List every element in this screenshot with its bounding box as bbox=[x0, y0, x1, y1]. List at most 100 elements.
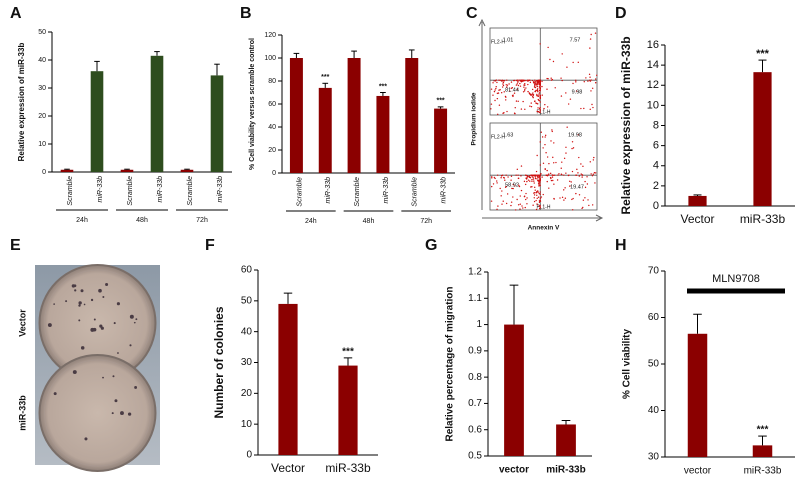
event-dot bbox=[537, 191, 539, 193]
event-dot bbox=[519, 203, 521, 205]
event-dot bbox=[510, 175, 513, 177]
event-dot bbox=[523, 180, 526, 183]
y-tick-label: 50 bbox=[38, 29, 46, 36]
y-tick-label: 1.1 bbox=[468, 293, 482, 304]
event-dot bbox=[522, 207, 524, 209]
event-dot bbox=[517, 100, 519, 102]
event-dot bbox=[515, 84, 518, 86]
event-dot bbox=[502, 200, 504, 202]
event-dot bbox=[536, 93, 538, 96]
event-dot bbox=[552, 60, 555, 63]
event-dot bbox=[534, 82, 537, 84]
event-dot bbox=[588, 73, 591, 76]
event-dot bbox=[502, 84, 505, 87]
event-dot bbox=[531, 178, 533, 181]
y-tick-label: 120 bbox=[264, 32, 276, 39]
y-tick-label: 2 bbox=[653, 180, 659, 192]
event-dot bbox=[539, 197, 542, 199]
event-dot bbox=[504, 179, 506, 181]
event-dot bbox=[498, 104, 501, 106]
event-dot bbox=[537, 177, 539, 179]
event-dot bbox=[534, 85, 536, 87]
event-dot bbox=[545, 152, 547, 154]
event-dot bbox=[575, 79, 577, 82]
event-dot bbox=[560, 167, 562, 169]
event-dot bbox=[593, 172, 596, 174]
event-dot bbox=[551, 176, 554, 178]
channel-y: FL2-H bbox=[491, 39, 505, 45]
event-dot bbox=[561, 79, 563, 82]
event-dot bbox=[519, 195, 521, 197]
event-dot bbox=[491, 177, 493, 179]
significance: *** bbox=[756, 48, 770, 60]
event-dot bbox=[539, 79, 541, 81]
event-dot bbox=[548, 162, 550, 165]
event-dot bbox=[496, 97, 499, 100]
event-dot bbox=[519, 85, 522, 87]
event-dot bbox=[539, 110, 541, 112]
event-dot bbox=[496, 92, 499, 95]
event-dot bbox=[546, 174, 548, 176]
event-dot bbox=[518, 184, 520, 186]
colony bbox=[71, 284, 76, 288]
y-tick-label: 10 bbox=[647, 99, 659, 111]
bar bbox=[556, 424, 576, 456]
event-dot bbox=[528, 79, 531, 82]
event-dot bbox=[537, 196, 540, 198]
event-dot bbox=[537, 107, 539, 109]
x-tick-label: miR-33b bbox=[383, 177, 390, 204]
event-dot bbox=[537, 95, 539, 98]
x-tick-label: miR-33b bbox=[97, 176, 104, 203]
event-dot bbox=[551, 174, 553, 176]
event-dot bbox=[511, 87, 514, 89]
event-dot bbox=[582, 165, 584, 168]
event-dot bbox=[531, 175, 533, 177]
event-dot bbox=[553, 162, 555, 164]
event-dot bbox=[590, 173, 592, 175]
event-dot bbox=[521, 205, 523, 207]
event-dot bbox=[575, 174, 578, 176]
event-dot bbox=[589, 38, 592, 40]
colony bbox=[78, 319, 81, 322]
event-dot bbox=[542, 147, 544, 149]
event-dot bbox=[533, 174, 536, 176]
event-dot bbox=[502, 176, 505, 179]
x-tick-label: Scramble bbox=[412, 177, 419, 207]
event-dot bbox=[514, 209, 517, 211]
event-dot bbox=[529, 93, 531, 96]
event-dot bbox=[536, 88, 539, 90]
event-dot bbox=[511, 187, 513, 190]
panel-letter: E bbox=[10, 237, 21, 254]
event-dot bbox=[519, 79, 521, 81]
event-dot bbox=[565, 152, 567, 154]
event-dot bbox=[491, 176, 493, 178]
event-dot bbox=[581, 207, 583, 210]
event-dot bbox=[538, 185, 540, 187]
event-dot bbox=[536, 94, 538, 97]
event-dot bbox=[538, 183, 541, 185]
bar bbox=[434, 108, 448, 173]
event-dot bbox=[536, 194, 538, 197]
event-dot bbox=[512, 187, 514, 190]
quadrant-label: 19.98 bbox=[568, 132, 582, 138]
event-dot bbox=[512, 196, 514, 198]
error-bar bbox=[343, 357, 353, 366]
event-dot bbox=[553, 183, 555, 185]
event-dot bbox=[520, 80, 522, 82]
event-dot bbox=[529, 105, 531, 107]
group-label: 72h bbox=[196, 217, 208, 224]
event-dot bbox=[534, 81, 536, 83]
event-dot bbox=[499, 89, 501, 91]
colony bbox=[98, 288, 102, 293]
y-tick-label: 1 bbox=[476, 319, 482, 330]
error-bar bbox=[408, 49, 415, 58]
event-dot bbox=[521, 80, 523, 83]
event-dot bbox=[538, 192, 540, 195]
error-bar bbox=[351, 50, 357, 58]
event-dot bbox=[494, 89, 496, 91]
event-dot bbox=[590, 33, 592, 36]
event-dot bbox=[527, 179, 530, 181]
event-dot bbox=[526, 203, 528, 205]
colony bbox=[102, 295, 105, 298]
event-dot bbox=[539, 193, 541, 195]
